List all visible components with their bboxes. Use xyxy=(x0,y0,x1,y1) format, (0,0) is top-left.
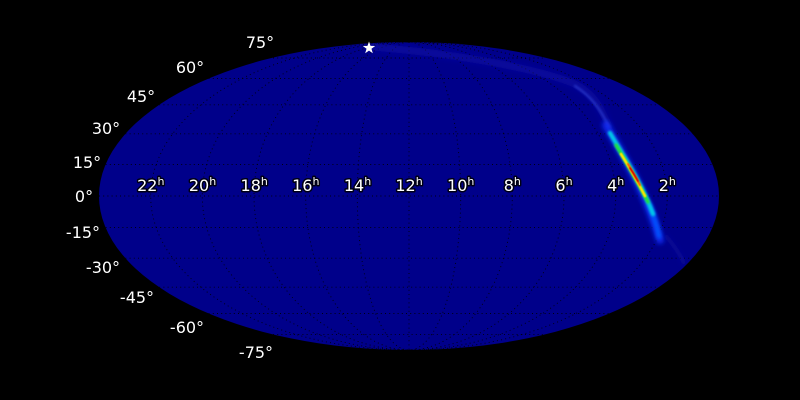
dec-tick-neg45: -45° xyxy=(120,288,154,307)
arc-faint-band xyxy=(368,43,613,131)
ra-tick-4h: 4h xyxy=(607,175,624,195)
event-location-star-marker xyxy=(362,41,376,54)
graticule xyxy=(99,42,719,350)
ra-tick-8h: 8h xyxy=(504,175,521,195)
dec-tick-neg60: -60° xyxy=(170,318,204,337)
dec-tick-neg15: -15° xyxy=(66,223,100,242)
dec-tick-neg30: -30° xyxy=(86,258,120,277)
dec-tick-30: 30° xyxy=(92,119,120,138)
ra-tick-20h: 20h xyxy=(189,175,216,195)
dec-tick-75: 75° xyxy=(246,33,274,52)
meridian-6h-18h xyxy=(253,42,565,350)
dec-tick-0: 0° xyxy=(75,187,93,206)
probability-arc xyxy=(368,43,686,265)
meridian-8h-16h xyxy=(305,42,513,350)
ra-tick-18h: 18h xyxy=(241,175,268,195)
ra-tick-10h: 10h xyxy=(447,175,474,195)
dec-tick-neg75: -75° xyxy=(239,343,273,362)
dec-tick-labels: 75° 60° 45° 30° 15° 0° -15° -30° -45° -6… xyxy=(64,32,275,364)
meridian-4h-20h xyxy=(201,42,617,350)
arc-ghost xyxy=(664,234,686,265)
celestial-sphere xyxy=(99,42,719,350)
ra-tick-22h: 22h xyxy=(137,175,164,195)
ra-tick-2h: 2h xyxy=(659,175,676,195)
ra-tick-12h: 12h xyxy=(395,175,422,195)
ra-tick-14h: 14h xyxy=(344,175,371,195)
arc-red-core xyxy=(629,167,639,182)
meridian-2h-22h xyxy=(150,42,668,350)
dec-tick-45: 45° xyxy=(127,87,155,106)
ra-tick-16h: 16h xyxy=(292,175,319,195)
meridian-10h-14h xyxy=(356,42,462,350)
dec-tick-15: 15° xyxy=(73,153,101,172)
ra-tick-labels: 22h 20h 18h 16h 14h 12h 10h 8h 6h 4h 2h xyxy=(136,174,678,197)
dec-tick-60: 60° xyxy=(176,58,204,77)
ra-tick-6h: 6h xyxy=(555,175,572,195)
